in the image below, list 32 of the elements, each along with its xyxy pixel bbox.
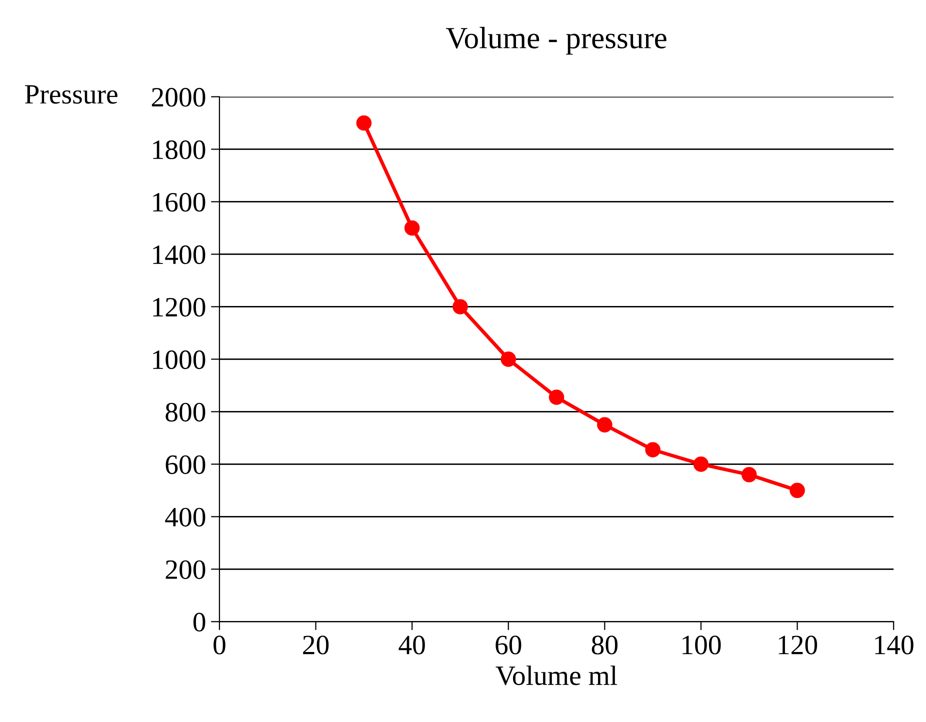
y-tick-label: 1400 (153, 245, 206, 264)
point (790, 482, 805, 498)
chart-title: Volume - pressure (446, 26, 666, 55)
y-tick-label: 2000 (152, 88, 206, 107)
x-axis-title: Volume ml (496, 666, 618, 686)
x-tick-label: 40 (398, 636, 425, 654)
point (500, 352, 516, 367)
y-tick-label: 400 (165, 508, 206, 527)
x-tick-label: 100 (682, 636, 721, 654)
x-tick-label: 60 (496, 636, 522, 654)
y-tick-label: 0 (193, 612, 206, 632)
point (356, 115, 372, 131)
y-tick-label: 1600 (153, 192, 206, 212)
y-tick-label: 800 (166, 402, 206, 422)
point (741, 467, 757, 482)
point (693, 456, 709, 472)
point (597, 417, 612, 432)
point (548, 390, 564, 405)
point (452, 299, 468, 314)
y-tick-label: 1000 (153, 350, 206, 370)
y-tick-label: 200 (166, 560, 206, 580)
x-tick-label: 80 (592, 636, 618, 654)
y-axis-title: Pressure (25, 85, 118, 104)
x-tick-label: 20 (303, 636, 329, 654)
x-tick-label: 120 (778, 636, 818, 654)
y-tick-label: 1800 (153, 140, 206, 160)
y-tick-label: 600 (166, 455, 206, 474)
point (404, 220, 420, 236)
y-tick-label: 1200 (153, 298, 206, 317)
point (645, 442, 660, 458)
x-tick-label: 140 (875, 636, 914, 654)
x-tick-label: 0 (214, 636, 226, 654)
